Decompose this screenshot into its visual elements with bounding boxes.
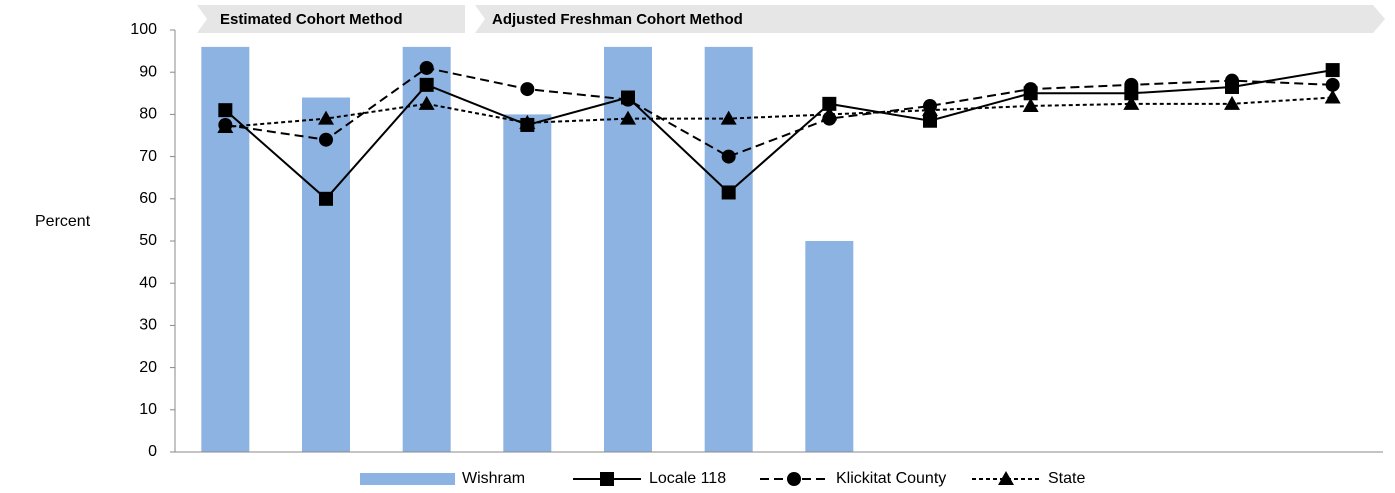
marker bbox=[318, 110, 334, 125]
line bbox=[225, 66, 1333, 158]
marker bbox=[319, 191, 333, 206]
y-tick-label: 70 bbox=[139, 148, 157, 165]
y-axis-label: Percent bbox=[35, 213, 91, 230]
marker bbox=[217, 119, 234, 134]
marker bbox=[1123, 95, 1140, 110]
marker bbox=[998, 471, 1014, 485]
y-tick-label: 80 bbox=[139, 106, 157, 123]
marker bbox=[419, 60, 434, 75]
marker bbox=[787, 472, 801, 486]
legend-swatch bbox=[360, 473, 455, 485]
annotation: Estimated Cohort Method bbox=[220, 11, 403, 28]
annotation: Adjusted Freshman Cohort Method bbox=[492, 11, 743, 28]
bar bbox=[302, 97, 350, 453]
bar bbox=[704, 46, 753, 452]
marker bbox=[1325, 63, 1340, 78]
marker bbox=[418, 95, 435, 110]
y-tick-label: 100 bbox=[130, 21, 157, 38]
marker bbox=[922, 102, 938, 117]
banner-shape bbox=[197, 5, 465, 33]
marker bbox=[620, 110, 636, 125]
y-tick-label: 90 bbox=[139, 63, 157, 80]
bar bbox=[503, 114, 552, 453]
bar bbox=[805, 241, 854, 452]
marker bbox=[520, 82, 535, 97]
y-tick-label: 30 bbox=[139, 317, 157, 334]
y-tick-label: 0 bbox=[148, 443, 157, 460]
y-tick-label: 40 bbox=[139, 274, 157, 291]
marker bbox=[1325, 77, 1340, 92]
marker bbox=[319, 132, 333, 147]
marker bbox=[621, 92, 635, 107]
y-tick-label: 20 bbox=[139, 359, 157, 376]
line bbox=[225, 96, 1333, 129]
marker bbox=[720, 110, 737, 125]
y-tick-label: 60 bbox=[139, 190, 157, 207]
marker bbox=[923, 113, 937, 128]
marker bbox=[600, 472, 614, 486]
marker bbox=[821, 106, 838, 121]
bar bbox=[402, 46, 451, 452]
marker bbox=[218, 103, 233, 118]
line bbox=[224, 69, 1333, 201]
bar bbox=[604, 46, 652, 452]
marker bbox=[1224, 95, 1240, 110]
y-tick-label: 10 bbox=[139, 401, 157, 418]
marker bbox=[822, 96, 837, 111]
marker bbox=[1324, 89, 1341, 104]
marker bbox=[721, 185, 736, 200]
legend-label: State bbox=[1048, 470, 1085, 487]
marker bbox=[1023, 82, 1038, 97]
legend-label: Locale 118 bbox=[649, 470, 726, 487]
marker bbox=[1124, 77, 1139, 92]
marker bbox=[721, 149, 736, 164]
marker bbox=[1022, 97, 1039, 112]
legend-label: Wishram bbox=[462, 470, 525, 487]
marker bbox=[1225, 73, 1239, 88]
marker bbox=[519, 114, 536, 129]
banner-shape bbox=[475, 5, 1385, 33]
y-tick-label: 50 bbox=[139, 232, 157, 249]
legend-label: Klickitat County bbox=[836, 470, 946, 487]
marker bbox=[419, 77, 434, 92]
